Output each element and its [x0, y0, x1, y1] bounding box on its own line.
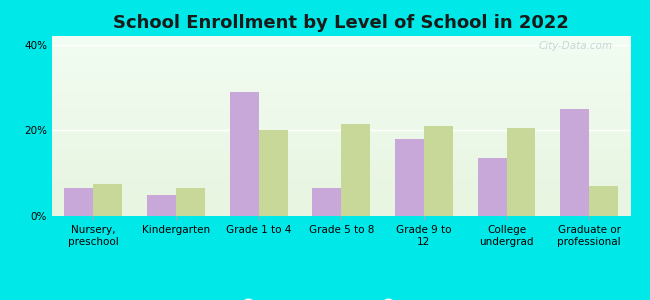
Bar — [147, 195, 176, 216]
Bar — [478, 158, 506, 216]
Bar — [506, 128, 536, 216]
Text: City-Data.com: City-Data.com — [539, 41, 613, 51]
Bar — [259, 130, 287, 216]
Bar — [395, 139, 424, 216]
Legend: Zip code 96776, Hawaii: Zip code 96776, Hawaii — [230, 295, 452, 300]
Bar — [560, 109, 589, 216]
Bar — [341, 124, 370, 216]
Bar — [94, 184, 122, 216]
Bar — [64, 188, 94, 216]
Bar — [229, 92, 259, 216]
Bar — [312, 188, 341, 216]
Bar — [424, 126, 453, 216]
Title: School Enrollment by Level of School in 2022: School Enrollment by Level of School in … — [113, 14, 569, 32]
Bar — [589, 186, 618, 216]
Bar — [176, 188, 205, 216]
